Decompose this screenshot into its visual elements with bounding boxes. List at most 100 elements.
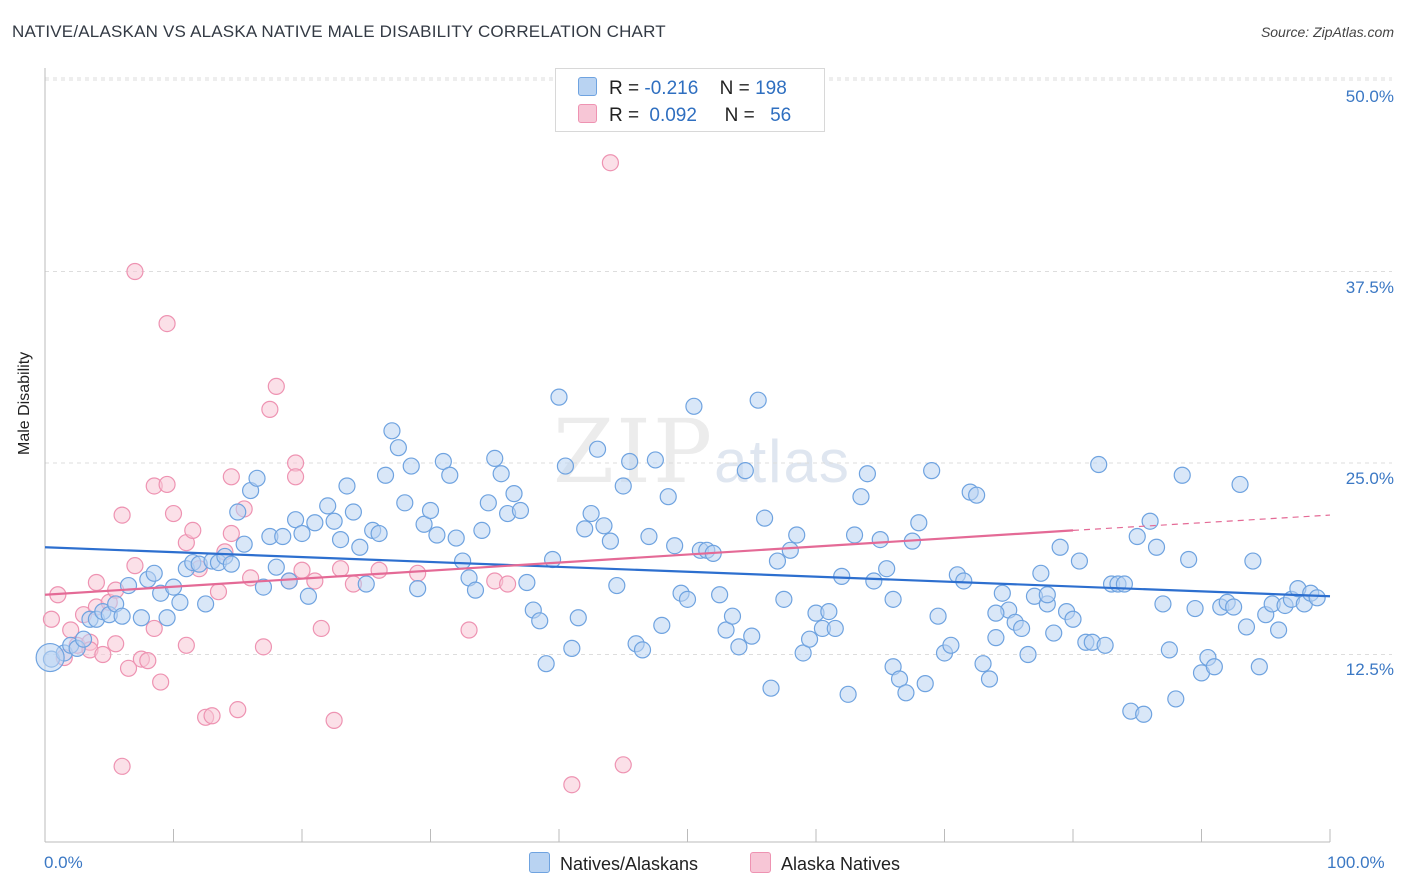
chart-title: NATIVE/ALASKAN VS ALASKA NATIVE MALE DIS…: [12, 22, 666, 41]
blue-point: [666, 537, 684, 555]
blue-point: [865, 572, 883, 590]
blue-point: [569, 609, 587, 627]
blue-point: [794, 644, 812, 662]
blue-point: [537, 655, 555, 673]
blue-point: [942, 636, 960, 654]
blue-point: [331, 530, 350, 549]
blue-point: [235, 535, 253, 553]
blue-swatch: [578, 77, 597, 96]
blue-point: [608, 576, 626, 595]
blue-point: [293, 524, 311, 543]
blue-point: [132, 609, 150, 627]
pink-point: [94, 645, 112, 664]
watermark-atlas: atlas: [714, 428, 851, 495]
pink-trend-line: [44, 529, 1074, 596]
blue-point: [1141, 512, 1159, 530]
blue-point: [286, 511, 305, 529]
blue-point: [473, 521, 491, 540]
blue-swatch: [529, 852, 550, 873]
blue-point: [878, 560, 896, 578]
blue-point: [376, 466, 395, 484]
blue-point: [685, 397, 703, 415]
blue-point: [113, 607, 131, 625]
pink-point: [107, 635, 125, 653]
blue-point: [621, 452, 639, 471]
blue-point: [357, 575, 375, 593]
blue-point: [428, 526, 446, 544]
x-tick-label: 100.0%: [1327, 853, 1385, 872]
pink-point: [267, 377, 285, 395]
blue-point: [1090, 455, 1108, 474]
blue-point: [768, 552, 787, 570]
y-axis-label: Male Disability: [16, 351, 33, 455]
blue-point: [479, 494, 497, 512]
blue-point: [1045, 624, 1063, 642]
blue-point: [884, 590, 902, 608]
blue-point: [1244, 552, 1262, 570]
pink-point: [184, 521, 202, 540]
blue-point: [550, 388, 568, 406]
pink-point: [370, 561, 388, 579]
legend-item-alaska-natives: Alaska Natives: [750, 852, 900, 875]
blue-point: [1128, 527, 1146, 546]
pink-point: [139, 652, 157, 670]
blue-point: [749, 391, 767, 409]
pink-point: [87, 573, 106, 592]
blue-point: [993, 584, 1011, 602]
pink-point: [325, 711, 343, 729]
pink-point: [222, 524, 240, 543]
pink-point: [126, 262, 144, 281]
blue-point: [871, 530, 889, 549]
blue-point: [1167, 690, 1185, 708]
blue-point: [325, 512, 343, 530]
pink-point: [158, 475, 176, 494]
pink-point: [152, 673, 170, 691]
blue-point: [987, 604, 1005, 622]
blue-point: [197, 595, 215, 613]
blue-point: [890, 670, 909, 688]
legend-label: Natives/Alaskans: [560, 854, 699, 874]
blue-point: [319, 497, 337, 515]
blue-point: [505, 485, 523, 503]
pink-point: [229, 701, 247, 719]
blue-point: [1070, 552, 1089, 570]
blue-point: [987, 629, 1005, 647]
r-label: R =: [609, 105, 640, 126]
n-value: 198: [755, 78, 787, 99]
blue-point: [1180, 550, 1198, 569]
blue-point: [1032, 564, 1050, 582]
blue-point: [659, 488, 677, 506]
blue-point: [588, 440, 607, 458]
blue-point: [653, 616, 671, 634]
pink-point: [126, 557, 144, 575]
blue-point: [370, 524, 388, 543]
blue-point: [171, 593, 189, 612]
blue-point: [434, 452, 452, 471]
pink-point: [209, 583, 228, 601]
blue-point: [1154, 595, 1172, 613]
pink-point: [222, 468, 240, 486]
pink-point: [409, 564, 427, 582]
blue-point: [254, 578, 273, 596]
blue-point: [1038, 586, 1056, 604]
blue-point: [601, 532, 620, 550]
pink-point: [113, 757, 131, 775]
pink-point: [145, 619, 163, 638]
blue-trend-line: [44, 546, 1331, 598]
y-tick-label: 37.5%: [1345, 278, 1394, 297]
blue-point: [633, 641, 652, 659]
pink-point: [312, 619, 330, 638]
blue-point: [781, 541, 799, 559]
blue-point: [910, 514, 928, 532]
pink-point: [261, 400, 279, 418]
blue-point: [1160, 641, 1178, 659]
blue-point: [595, 517, 613, 535]
blue-point: [421, 501, 440, 520]
pink-point: [113, 506, 131, 524]
blue-point: [858, 465, 877, 483]
blue-point: [229, 503, 247, 521]
blue-point: [762, 679, 780, 697]
legend-item-natives-alaskans: Natives/Alaskans: [529, 852, 698, 875]
legend-row-pink: R = 0.092 N = 56: [578, 104, 791, 127]
blue-point: [222, 555, 240, 573]
